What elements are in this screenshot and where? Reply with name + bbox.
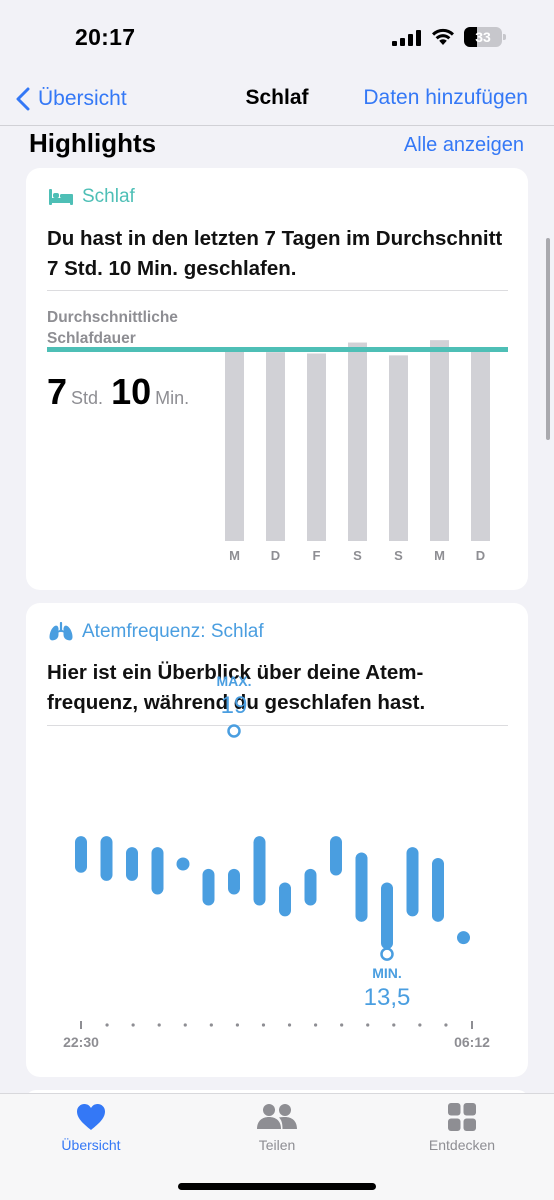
sleep-bar	[389, 355, 408, 541]
home-indicator	[178, 1183, 376, 1190]
respiratory-rate-card[interactable]: Atemfrequenz: Schlaf Hier ist ein Überbl…	[26, 603, 528, 1077]
hours-unit: Std.	[71, 388, 104, 408]
battery-fill	[464, 27, 477, 47]
axis-dot	[418, 1023, 422, 1027]
day-label: M	[229, 548, 240, 563]
sleep-bar	[307, 353, 326, 541]
min-label: MIN.	[372, 965, 402, 981]
add-data-button[interactable]: Daten hinzufügen	[363, 86, 528, 109]
sleep-bar	[471, 347, 490, 541]
sleep-bar	[430, 340, 449, 541]
day-label: S	[353, 548, 362, 563]
axis-dot	[105, 1023, 109, 1027]
respiratory-rate-chart: MAX. 19 MIN. 13,5 22:30 06:12	[63, 673, 490, 1050]
battery-body: 33	[464, 27, 502, 47]
axis-dot	[157, 1023, 161, 1027]
axis-dot	[183, 1023, 187, 1027]
respiratory-summary-text: Hier ist ein Überblick über deine Atem- …	[47, 658, 508, 718]
scroll-indicator[interactable]	[546, 238, 550, 440]
page-title: Schlaf	[245, 86, 309, 109]
wifi-icon	[432, 28, 454, 45]
axis-dot	[444, 1023, 448, 1027]
show-all-link[interactable]: Alle anzeigen	[403, 134, 524, 156]
section-title: Highlights	[29, 128, 157, 158]
lungs-icon	[49, 622, 73, 641]
axis-dot	[392, 1023, 396, 1027]
day-label: F	[313, 548, 321, 563]
average-minutes: 10	[111, 371, 152, 412]
axis-dot	[340, 1023, 344, 1027]
max-value: 19	[221, 692, 248, 719]
status-time: 20:17	[75, 24, 136, 50]
min-value: 13,5	[364, 984, 411, 1011]
day-label: D	[476, 548, 485, 563]
sleep-card-header: Schlaf	[48, 186, 135, 208]
axis-dot	[287, 1023, 292, 1027]
sleep-summary-text: Du hast in den letzten 7 Tagen im Durchs…	[47, 227, 503, 280]
respiratory-summary-line2: frequenz, während du geschlafen hast.	[47, 691, 426, 714]
battery-icon: 33	[464, 27, 506, 47]
average-hours: 7	[47, 371, 68, 412]
chevron-left-icon	[16, 87, 30, 111]
axis-start-label: 22:30	[63, 1034, 99, 1050]
day-label: S	[394, 548, 403, 563]
axis-dot	[366, 1023, 370, 1027]
sleep-highlight-card[interactable]: Schlaf Du hast in den letzten 7 Tagen im…	[26, 168, 528, 590]
minutes-unit: Min.	[155, 388, 190, 408]
sleep-card-title: Schlaf	[82, 186, 135, 207]
max-marker	[227, 724, 241, 738]
day-label: D	[271, 548, 280, 563]
axis-dot	[235, 1023, 239, 1027]
day-label: M	[434, 548, 445, 563]
battery-cap	[503, 34, 506, 40]
axis-dot	[261, 1023, 266, 1027]
sleep-bar	[348, 342, 367, 541]
sleep-bar	[225, 350, 244, 541]
back-button[interactable]: Übersicht	[16, 84, 127, 114]
axis-dot	[314, 1023, 318, 1027]
average-sleep-label-line1: Durchschnittliche	[47, 309, 178, 326]
grid-icon	[448, 1103, 476, 1131]
people-icon	[257, 1104, 297, 1129]
status-bar: 20:17 33	[0, 0, 554, 76]
heart-icon	[77, 1104, 105, 1130]
axis-end-label: 06:12	[454, 1034, 490, 1050]
range-point	[176, 857, 190, 871]
respiratory-card-header: Atemfrequenz: Schlaf	[48, 621, 264, 643]
tab-bar: Übersicht Teilen Entdecken	[0, 1093, 554, 1200]
respiratory-summary-line1: Hier ist ein Überblick über deine Atem-	[47, 661, 424, 684]
cellular-signal-icon	[392, 30, 421, 46]
max-label: MAX.	[217, 673, 252, 689]
divider	[47, 290, 508, 291]
range-point	[457, 931, 470, 945]
bed-icon	[49, 189, 73, 205]
tab-overview-label: Übersicht	[61, 1137, 121, 1153]
average-sleep-value: 7 Std. 10 Min.	[47, 371, 197, 413]
tab-overview[interactable]: Übersicht	[21, 1102, 161, 1153]
average-sleep-label-line2: Schlafdauer	[47, 330, 136, 347]
tab-discover[interactable]: Entdecken	[392, 1102, 532, 1153]
divider	[47, 725, 508, 726]
back-button-label: Übersicht	[38, 87, 127, 110]
tab-discover-label: Entdecken	[428, 1137, 496, 1153]
tab-share[interactable]: Teilen	[207, 1102, 347, 1153]
axis-dot	[131, 1023, 135, 1027]
respiratory-card-title: Atemfrequenz: Schlaf	[82, 621, 264, 642]
tab-share-label: Teilen	[258, 1137, 296, 1153]
sleep-bar	[266, 352, 285, 541]
axis-dot	[209, 1023, 213, 1027]
min-marker	[380, 947, 394, 961]
navigation-bar: Übersicht Schlaf Daten hinzufügen	[0, 76, 554, 126]
average-sleep-label: Durchschnittliche Schlafdauer	[47, 307, 178, 349]
battery-level: 33	[475, 29, 491, 45]
